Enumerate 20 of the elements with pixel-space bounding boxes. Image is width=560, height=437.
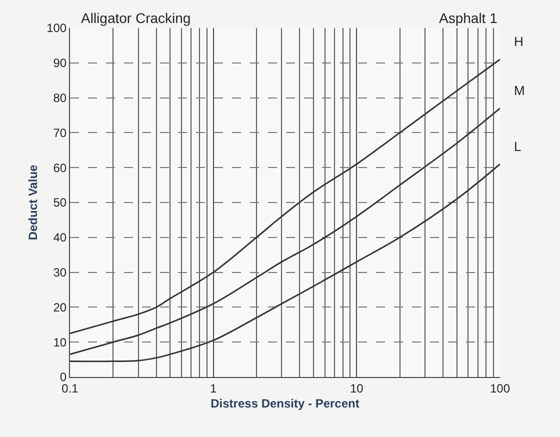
y-tick-label: 20	[53, 300, 67, 314]
y-tick-label: 40	[53, 230, 67, 245]
series-label: L	[514, 139, 522, 154]
chart-subtitle: Asphalt 1	[439, 10, 498, 26]
x-tick-label: 100	[490, 381, 510, 396]
y-tick-label: 70	[53, 126, 67, 140]
y-tick-label: 100	[46, 21, 67, 36]
y-tick-label: 10	[53, 335, 67, 350]
y-tick-label: 60	[53, 160, 67, 175]
series-label: M	[514, 83, 525, 98]
x-tick-label: 1	[210, 381, 217, 396]
y-tick-label: 50	[53, 196, 67, 210]
chart-title: Alligator Cracking	[81, 10, 191, 26]
series-label: H	[514, 34, 524, 49]
y-tick-label: 90	[53, 56, 67, 70]
y-axis-title: Deduct Value	[26, 164, 40, 240]
x-axis-title: Distress Density - Percent	[210, 396, 360, 410]
y-tick-label: 30	[53, 266, 67, 280]
y-tick-label: 80	[53, 91, 67, 105]
x-tick-label: 10	[350, 381, 364, 396]
